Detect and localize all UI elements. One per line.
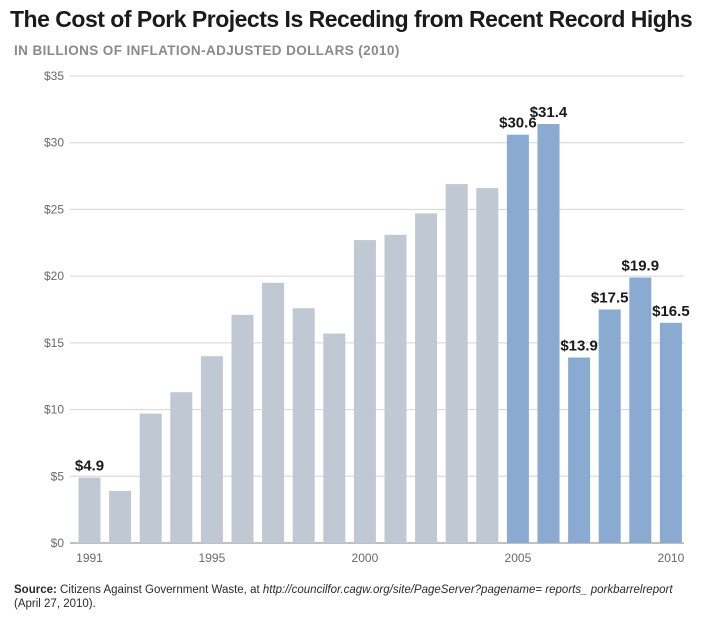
bar-1995 [200,356,223,543]
data-label: $13.9 [560,338,598,355]
bar-2009 [629,277,652,543]
bars [78,124,682,544]
bar-1991 [78,477,101,543]
bar-2000 [353,240,376,543]
data-label: $31.4 [530,104,568,121]
bar-1999 [323,333,346,543]
y-tick-label: $0 [51,536,65,550]
bar-2008 [598,309,621,543]
y-axis-ticks: $0 $5 $10 $15 $20 $25 $30 $35 [44,69,64,550]
source-text: Citizens Against Government Waste, at [56,584,263,596]
source-note: Source: Citizens Against Government Wast… [14,583,694,611]
y-tick-label: $30 [44,136,64,150]
y-tick-label: $10 [44,403,64,417]
data-label: $17.5 [591,290,629,307]
data-label: $30.6 [499,115,537,132]
chart-subtitle: IN BILLIONS OF INFLATION-ADJUSTED DOLLAR… [14,43,400,58]
bar-1998 [292,308,315,543]
bar-2005 [506,134,529,543]
x-tick-label: 1995 [199,551,226,565]
bar-chart: $0 $5 $10 $15 $20 $25 $30 $35 1991 1995 2000 2005 2… [44,69,690,565]
gridlines [70,75,684,544]
bar-1996 [231,314,254,543]
bar-2007 [568,357,591,543]
bar-2002 [415,213,438,543]
y-tick-label: $20 [44,269,64,283]
x-tick-label: 2005 [505,551,532,565]
bar-1997 [262,282,285,543]
y-tick-label: $15 [44,336,64,350]
chart-title: The Cost of Pork Projects Is Receding fr… [10,6,693,32]
source-date: (April 27, 2010). [14,598,96,610]
y-tick-label: $35 [44,69,64,83]
bar-1992 [109,491,132,543]
data-label: $19.9 [622,257,660,274]
x-tick-label: 1991 [76,551,103,565]
y-tick-label: $25 [44,202,64,216]
bar-2001 [384,234,407,544]
y-tick-label: $5 [51,469,65,483]
bar-2010 [659,322,682,543]
source-lead: Source: [14,584,57,596]
x-tick-label: 2010 [658,551,685,565]
x-tick-label: 2000 [352,551,379,565]
bar-1993 [139,413,162,543]
bar-1994 [170,392,193,543]
source-url: http://councilfor.cagw.org/site/PageServ… [262,584,673,596]
data-label: $16.5 [652,303,690,320]
bar-2003 [445,184,468,543]
x-axis-ticks: 1991 1995 2000 2005 2010 [76,551,684,565]
bar-2004 [476,188,499,543]
data-labels: $4.9 $30.6$31.4 $13.9 $17.5 $19.9 $16.5 [75,104,690,475]
bar-2006 [537,124,560,543]
data-label: $4.9 [75,458,104,475]
